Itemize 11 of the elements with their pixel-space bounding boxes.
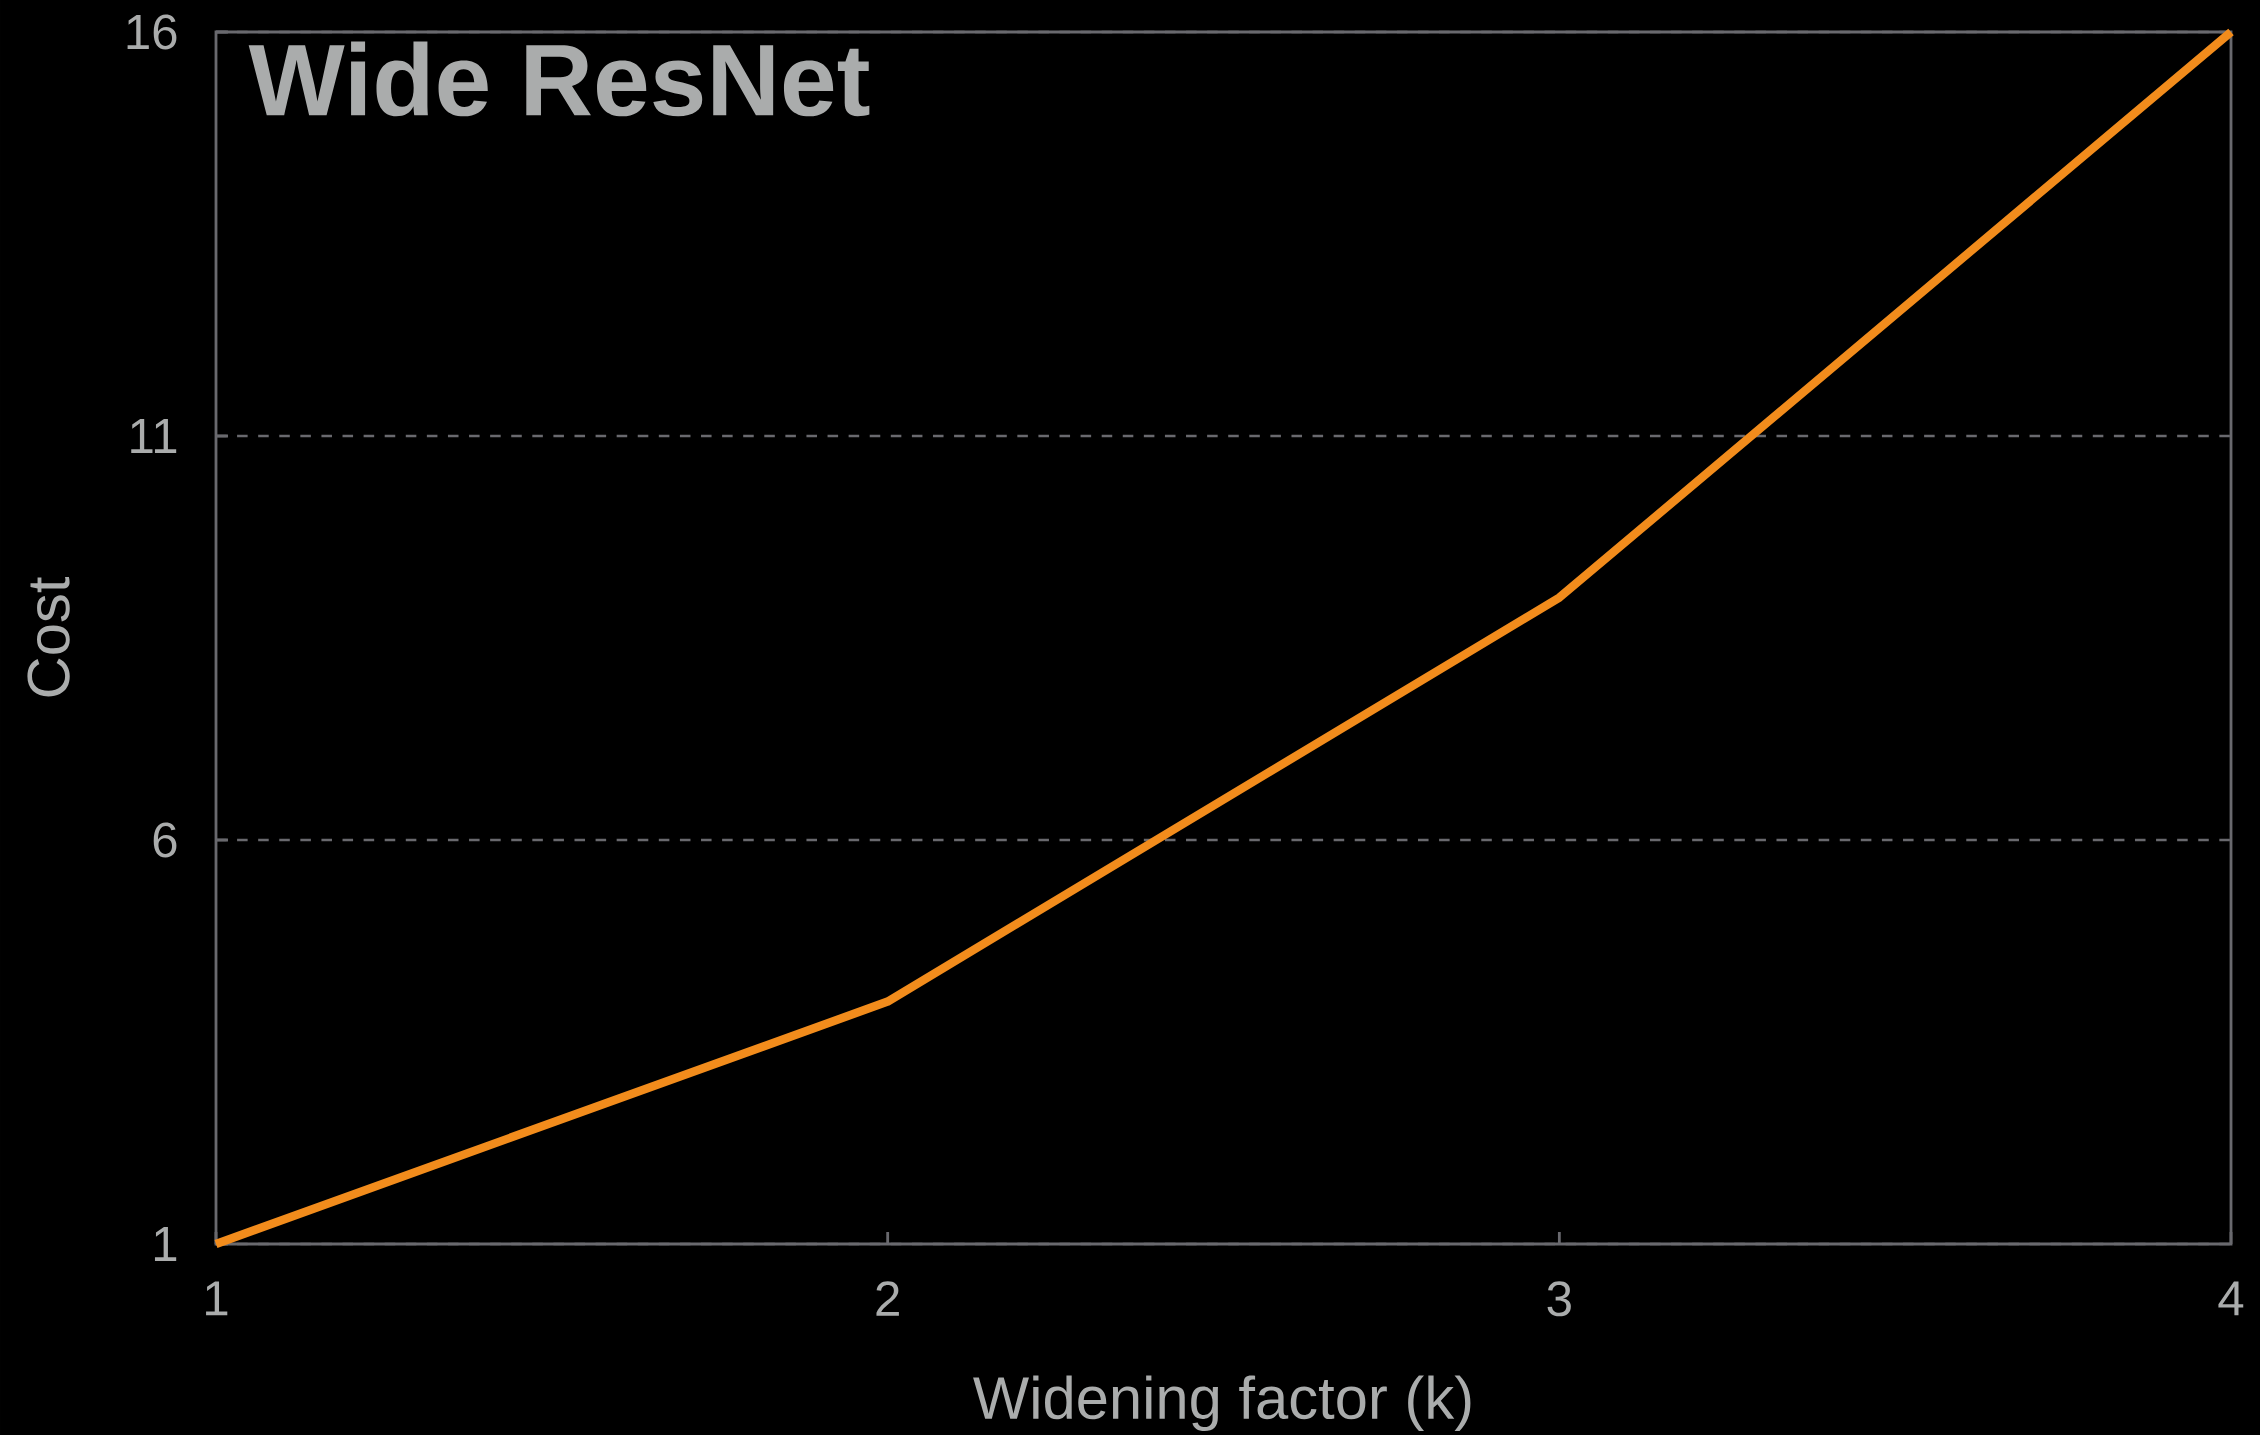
y-axis-title: Cost [27,577,70,697]
y-tick-label: 6 [153,822,177,858]
x-axis-title: Widening factor (k) [973,1375,1471,1432]
chart-title: Wide ResNet [248,41,870,117]
x-tick-label: 2 [876,1281,899,1316]
x-tick-label: 1 [206,1281,228,1316]
x-tick-label: 4 [2218,1281,2244,1316]
y-tick-label: 16 [127,14,177,50]
x-tick-label: 3 [1547,1281,1571,1317]
y-tick-label: 1 [154,1227,177,1261]
y-tick-label: 11 [131,419,177,453]
